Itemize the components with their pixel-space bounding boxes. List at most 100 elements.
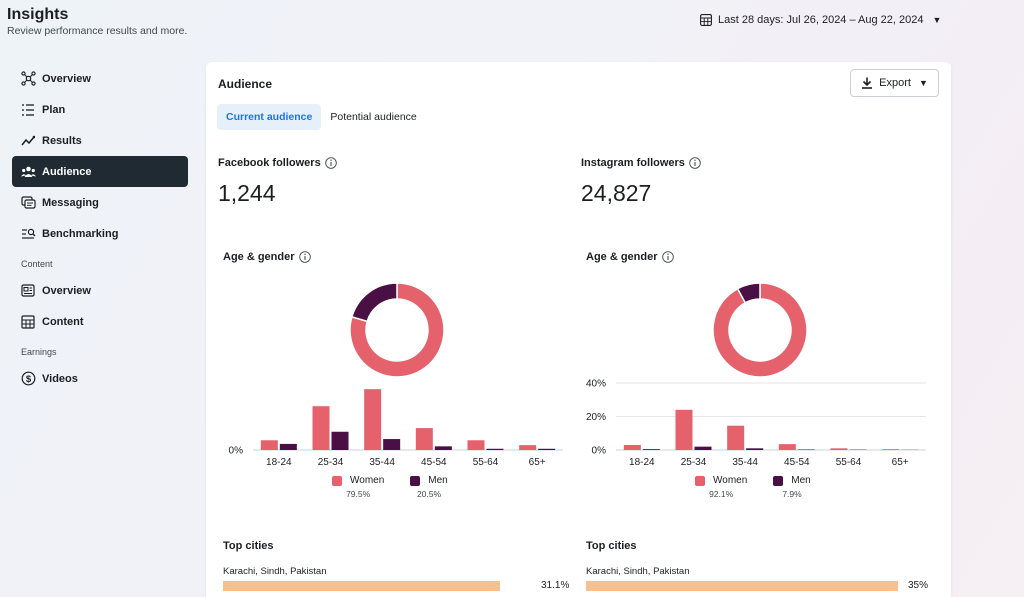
sidebar-item-label: Results <box>42 134 82 147</box>
legend-women[interactable]: Women 92.1% <box>695 475 747 499</box>
bar-women-45-54 <box>778 444 796 450</box>
date-range-label: Last 28 days: Jul 26, 2024 – Aug 22, 202… <box>718 14 924 26</box>
page-title: Insights <box>7 6 69 23</box>
network-icon <box>20 71 36 87</box>
tab-current-audience[interactable]: Current audience <box>217 104 322 130</box>
legend-label-men: Men <box>791 475 811 486</box>
sidebar-item-label: Benchmarking <box>42 227 119 240</box>
x-tick-label: 25-34 <box>681 457 707 467</box>
donut-slice-men <box>350 282 398 323</box>
bar-women-65+ <box>519 445 537 450</box>
sidebar-item-plan[interactable]: Plan <box>12 94 188 125</box>
x-tick-label: 45-54 <box>784 457 810 467</box>
sidebar-item-videos[interactable]: $ Videos <box>12 363 188 394</box>
sidebar-item-content-overview[interactable]: Overview <box>12 275 188 306</box>
bar-women-35-44 <box>364 389 382 450</box>
legend-swatch-men <box>410 475 421 486</box>
instagram-column: Instagram followers 24,827 Age & gender … <box>581 62 931 597</box>
legend-pct-women: 92.1% <box>709 489 734 499</box>
info-icon[interactable] <box>689 157 701 169</box>
sidebar-item-content[interactable]: Content <box>12 306 188 337</box>
facebook-city-name: Karachi, Sindh, Pakistan <box>223 566 327 577</box>
x-tick-label: 35-44 <box>732 457 758 467</box>
instagram-city-bar-track <box>586 581 898 591</box>
donut-slice-men <box>736 282 761 304</box>
page-subtitle: Review performance results and more. <box>7 25 188 37</box>
facebook-column: Facebook followers 1,244 Age & gender 0%… <box>218 62 569 597</box>
age-gender-title: Age & gender <box>223 251 295 263</box>
tab-potential-audience[interactable]: Potential audience <box>330 111 417 123</box>
bar-men-55-64 <box>486 448 504 450</box>
instagram-followers-value: 24,827 <box>581 180 652 206</box>
x-tick-label: 55-64 <box>473 457 499 467</box>
bar-women-45-54 <box>415 428 433 450</box>
facebook-city-bar-track <box>223 581 535 591</box>
info-icon[interactable] <box>324 157 337 169</box>
instagram-legend: Women 92.1% Men 7.9% <box>695 475 837 499</box>
legend-label-men: Men <box>428 475 448 486</box>
legend-pct-men: 20.5% <box>416 489 442 499</box>
bar-women-18-24 <box>260 440 278 450</box>
info-icon[interactable] <box>661 251 674 263</box>
sidebar-item-benchmarking[interactable]: Benchmarking <box>12 218 188 249</box>
legend-women[interactable]: Women 79.5% <box>332 475 384 499</box>
chevron-down-icon: ▼ <box>918 78 928 88</box>
instagram-city-bar <box>586 581 898 591</box>
legend-swatch-men <box>773 475 784 486</box>
instagram-followers-title: Instagram followers <box>581 157 685 169</box>
instagram-age-gender-label: Age & gender <box>586 251 674 263</box>
x-tick-label: 35-44 <box>369 457 395 467</box>
donut-slice-women <box>349 282 445 378</box>
export-button[interactable]: Export ▼ <box>850 69 939 97</box>
chevron-down-icon: ▼ <box>932 15 942 25</box>
date-range-picker[interactable]: Last 28 days: Jul 26, 2024 – Aug 22, 202… <box>700 14 941 26</box>
instagram-followers-label: Instagram followers <box>581 157 701 169</box>
x-tick-label: 45-54 <box>421 457 447 467</box>
legend-men[interactable]: Men 20.5% <box>410 475 448 499</box>
age-gender-title: Age & gender <box>586 251 658 263</box>
x-tick-label: 18-24 <box>266 457 292 467</box>
sidebar-section-content: Content <box>21 259 53 269</box>
bar-women-35-44 <box>727 425 745 450</box>
facebook-legend: Women 79.5% Men 20.5% <box>332 475 474 499</box>
benchmark-icon <box>20 226 36 242</box>
instagram-age-gender-chart: 0% 20% 40% 18-24 25-34 35-44 45-54 55-64 65+ <box>586 282 926 467</box>
sidebar-section-earnings: Earnings <box>21 347 57 357</box>
legend-men[interactable]: Men 7.9% <box>773 475 811 499</box>
bar-men-25-34 <box>331 431 349 450</box>
audience-card: Audience Export ▼ Current audience Poten… <box>206 62 951 597</box>
sidebar-item-overview[interactable]: Overview <box>12 63 188 94</box>
dollar-icon: $ <box>20 371 36 387</box>
sidebar-item-label: Content <box>42 315 84 328</box>
legend-swatch-women <box>695 475 705 486</box>
y-tick-label: 0% <box>592 446 607 457</box>
bar-men-45-54 <box>434 446 452 450</box>
calendar-icon <box>700 14 712 26</box>
y-tick-label: 40% <box>586 379 606 390</box>
x-tick-label: 25-34 <box>318 457 344 467</box>
bar-men-35-44 <box>746 448 764 450</box>
legend-label-women: Women <box>350 475 385 486</box>
sidebar-item-label: Overview <box>42 72 91 85</box>
bar-men-35-44 <box>383 439 401 450</box>
legend-swatch-women <box>332 475 342 486</box>
info-icon[interactable] <box>298 251 311 263</box>
x-tick-label: 65+ <box>892 457 909 467</box>
bar-men-45-54 <box>797 449 815 450</box>
sidebar-item-audience[interactable]: Audience <box>12 156 188 187</box>
sidebar-item-label: Plan <box>42 103 66 116</box>
facebook-followers-label: Facebook followers <box>218 157 337 169</box>
sidebar-item-label: Overview <box>42 284 91 297</box>
trend-icon <box>20 133 36 149</box>
people-icon <box>20 164 36 180</box>
sidebar-item-label: Audience <box>42 165 92 178</box>
legend-label-women: Women <box>713 475 748 486</box>
y-tick-label: 20% <box>586 412 606 423</box>
x-tick-label: 55-64 <box>836 457 862 467</box>
y-tick-label: 0% <box>229 446 244 457</box>
sidebar-item-label: Videos <box>42 372 78 385</box>
card-title: Audience <box>218 77 273 91</box>
sidebar-item-results[interactable]: Results <box>12 125 188 156</box>
bar-women-55-64 <box>830 448 848 450</box>
sidebar-item-messaging[interactable]: Messaging <box>12 187 188 218</box>
